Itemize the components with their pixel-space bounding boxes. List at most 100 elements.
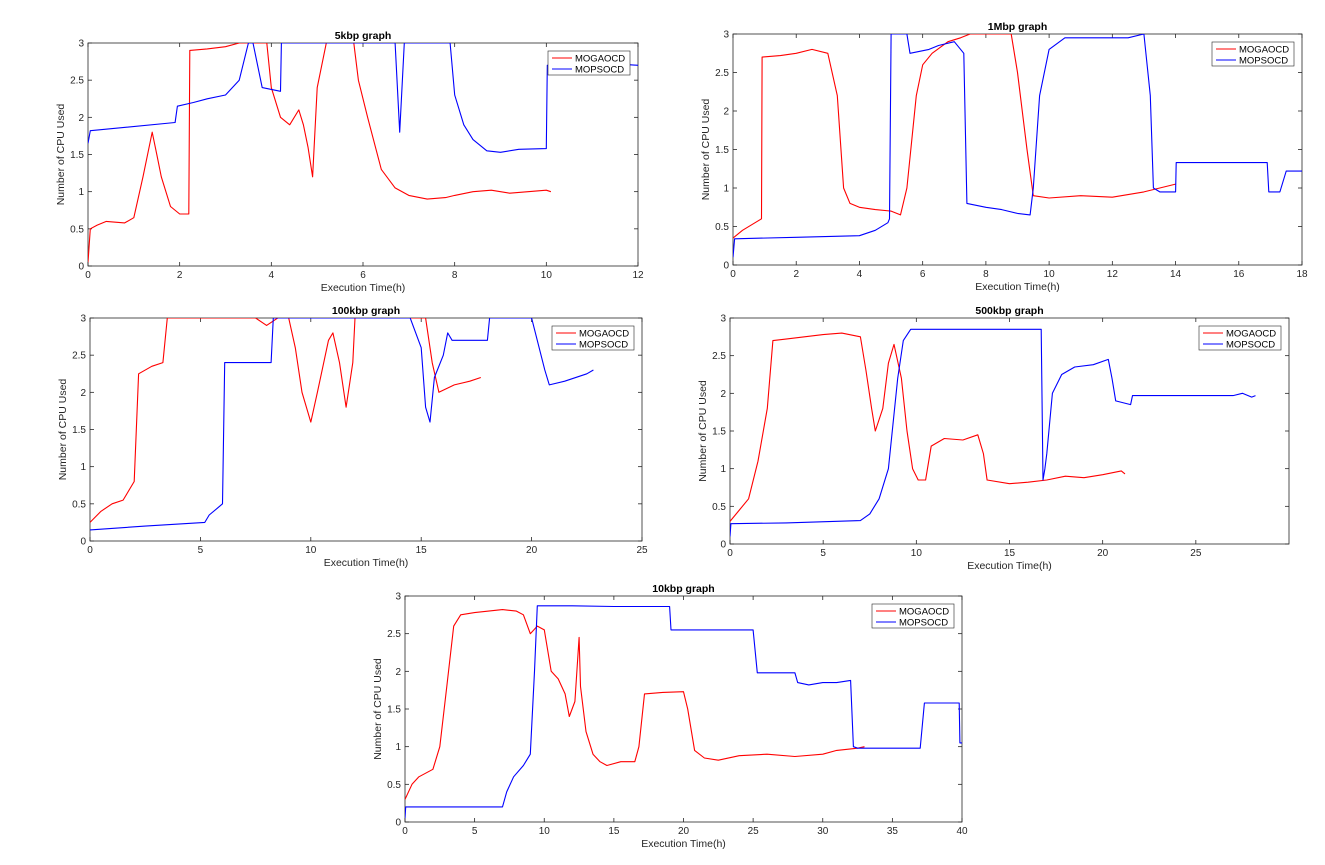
x-tick-label: 12 bbox=[632, 270, 644, 281]
axes-box bbox=[729, 317, 1290, 545]
y-axis-label: Number of CPU Used bbox=[697, 380, 709, 482]
x-tick-label: 10 bbox=[539, 826, 551, 837]
x-tick-label: 25 bbox=[1190, 548, 1202, 559]
chart-title: 100kbp graph bbox=[332, 305, 400, 317]
x-tick-label: 0 bbox=[85, 270, 91, 281]
y-tick-label: 0 bbox=[80, 537, 86, 548]
y-tick-label: 1.5 bbox=[387, 705, 401, 716]
x-tick-label: 5 bbox=[198, 545, 204, 556]
x-tick-label: 15 bbox=[608, 826, 620, 837]
y-tick-label: 2 bbox=[395, 667, 401, 678]
chart-title: 10kbp graph bbox=[652, 583, 714, 595]
y-axis-label: Number of CPU Used bbox=[55, 104, 67, 206]
y-axis-label: Number of CPU Used bbox=[372, 658, 384, 760]
y-tick-label: 1.5 bbox=[70, 150, 84, 161]
y-tick-label: 0.5 bbox=[715, 222, 729, 233]
legend-entry: MOPSOCD bbox=[899, 617, 948, 628]
chart-3: 0 5 10 15 20 25 0 0.5 1 1.5 2 2.5 3 500kbp graph Execu… bbox=[697, 305, 1290, 572]
x-tick-label: 0 bbox=[402, 826, 408, 837]
x-tick-label: 2 bbox=[793, 269, 799, 280]
chart-0: 0 2 4 6 8 10 12 0 0.5 1 1.5 2 2.5 3 5kbp graph Executio… bbox=[55, 30, 644, 294]
x-tick-label: 6 bbox=[360, 270, 366, 281]
y-tick-label: 0 bbox=[723, 261, 729, 272]
y-tick-label: 0.5 bbox=[72, 499, 86, 510]
series-line-mopsocd bbox=[88, 43, 638, 153]
y-tick-label: 1.5 bbox=[712, 427, 726, 438]
x-tick-label: 20 bbox=[526, 545, 538, 556]
y-tick-label: 2 bbox=[723, 107, 729, 118]
legend-entry: MOPSOCD bbox=[579, 339, 628, 350]
y-tick-label: 2.5 bbox=[70, 76, 84, 87]
y-tick-label: 0.5 bbox=[70, 224, 84, 235]
legend-entry: MOPSOCD bbox=[1239, 55, 1288, 66]
chart-title: 5kbp graph bbox=[335, 30, 392, 42]
x-tick-label: 5 bbox=[820, 548, 826, 559]
x-axis-label: Execution Time(h) bbox=[321, 282, 406, 294]
y-tick-label: 2 bbox=[78, 113, 84, 124]
x-tick-label: 10 bbox=[1044, 269, 1056, 280]
y-tick-label: 2.5 bbox=[712, 351, 726, 362]
y-tick-label: 2.5 bbox=[715, 68, 729, 79]
series-line-mogaocd bbox=[88, 43, 552, 263]
legend-entry: MOGAOCD bbox=[1226, 328, 1276, 339]
x-tick-label: 20 bbox=[678, 826, 690, 837]
x-tick-label: 16 bbox=[1233, 269, 1245, 280]
legend-entry: MOGAOCD bbox=[1239, 44, 1289, 55]
x-axis-label: Execution Time(h) bbox=[975, 281, 1060, 293]
y-tick-label: 1 bbox=[80, 462, 86, 473]
axes-box bbox=[404, 595, 963, 823]
y-tick-label: 2 bbox=[720, 389, 726, 400]
x-axis-label: Execution Time(h) bbox=[641, 838, 726, 850]
y-tick-label: 1.5 bbox=[72, 425, 86, 436]
chart-4: 0 5 10 15 20 25 30 35 40 0 0.5 1 1.5 2 2.5 3 10kbp graph… bbox=[372, 583, 968, 850]
y-tick-label: 1 bbox=[395, 742, 401, 753]
y-tick-label: 0.5 bbox=[387, 780, 401, 791]
series-line-mopsocd bbox=[90, 318, 594, 531]
x-tick-label: 0 bbox=[87, 545, 93, 556]
y-tick-label: 1 bbox=[78, 187, 84, 198]
x-tick-label: 10 bbox=[541, 270, 553, 281]
y-axis-label: Number of CPU Used bbox=[700, 99, 712, 201]
x-tick-label: 2 bbox=[177, 270, 183, 281]
x-tick-label: 0 bbox=[727, 548, 733, 559]
y-tick-label: 2.5 bbox=[387, 629, 401, 640]
chart-2: 0 5 10 15 20 25 0 0.5 1 1.5 2 2.5 3 100kbp graph Execu… bbox=[57, 305, 648, 569]
legend-entry: MOGAOCD bbox=[575, 53, 625, 64]
legend-box bbox=[1198, 325, 1282, 351]
legend-box bbox=[547, 50, 631, 76]
y-tick-label: 0 bbox=[395, 818, 401, 829]
x-tick-label: 8 bbox=[452, 270, 458, 281]
chart-title: 500kbp graph bbox=[975, 305, 1043, 317]
y-tick-label: 1 bbox=[720, 464, 726, 475]
series-line-mopsocd bbox=[730, 328, 1256, 537]
series-line-mogaocd bbox=[733, 34, 1176, 239]
x-tick-label: 10 bbox=[911, 548, 923, 559]
y-tick-label: 3 bbox=[395, 592, 401, 603]
axes-box bbox=[87, 42, 639, 267]
series-line-mopsocd bbox=[733, 34, 1302, 258]
y-tick-label: 3 bbox=[80, 314, 86, 325]
legend-box bbox=[1211, 41, 1295, 67]
series-line-mogaocd bbox=[90, 318, 481, 523]
y-tick-label: 3 bbox=[78, 39, 84, 50]
y-tick-label: 0 bbox=[78, 262, 84, 273]
x-tick-label: 10 bbox=[305, 545, 317, 556]
chart-1: 0 2 4 6 8 10 12 14 16 18 0 0.5 1 1.5 2 2.5 3 1Mbp graph Ex… bbox=[700, 21, 1308, 293]
y-tick-label: 2 bbox=[80, 388, 86, 399]
x-tick-label: 0 bbox=[730, 269, 736, 280]
series-line-mogaocd bbox=[405, 609, 865, 800]
x-tick-label: 4 bbox=[269, 270, 275, 281]
x-tick-label: 25 bbox=[636, 545, 648, 556]
x-tick-label: 40 bbox=[956, 826, 968, 837]
x-tick-label: 35 bbox=[887, 826, 899, 837]
x-tick-label: 25 bbox=[748, 826, 760, 837]
y-tick-label: 2.5 bbox=[72, 351, 86, 362]
x-tick-label: 12 bbox=[1107, 269, 1119, 280]
x-tick-label: 8 bbox=[983, 269, 989, 280]
x-tick-label: 6 bbox=[920, 269, 926, 280]
y-tick-label: 3 bbox=[720, 314, 726, 325]
